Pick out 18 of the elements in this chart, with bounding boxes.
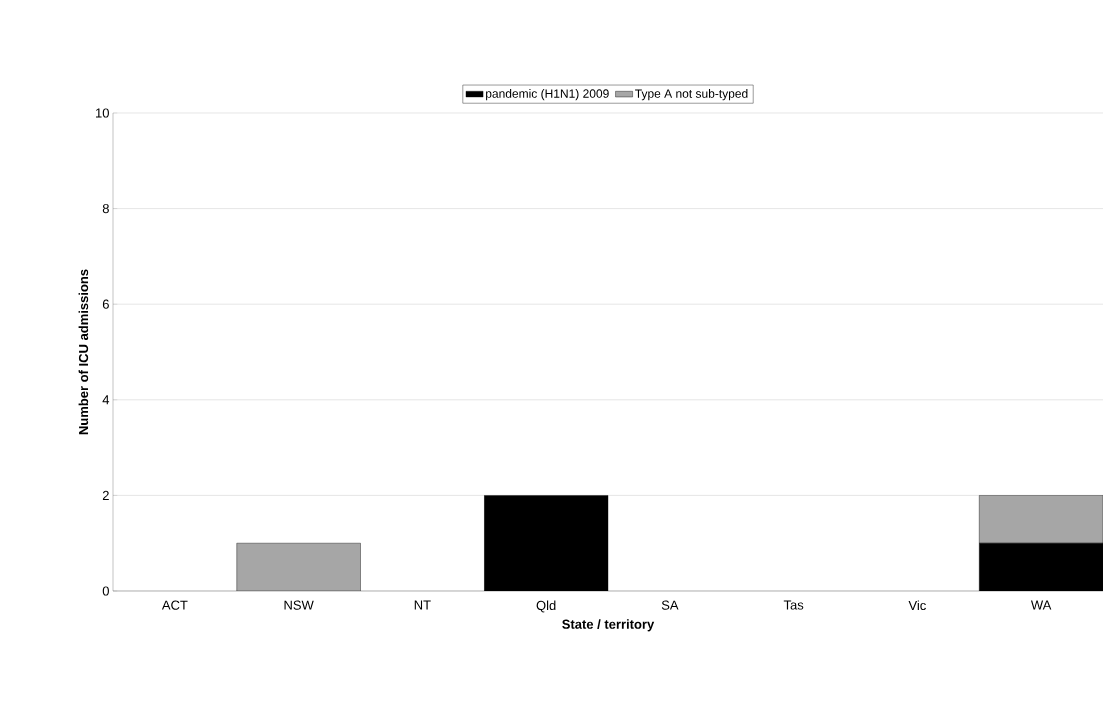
x-tick-label: ACT xyxy=(161,600,188,610)
y-tick-label: 0 xyxy=(102,586,109,596)
legend-label: Type A not sub-typed xyxy=(635,89,748,101)
y-tick-label: 6 xyxy=(102,299,109,309)
y-axis-title: Number of ICU admissions xyxy=(78,269,89,435)
y-tick-label: 10 xyxy=(96,108,109,118)
y-tick-label: 4 xyxy=(102,395,110,405)
x-tick-label: Qld xyxy=(536,600,556,613)
x-tick-label: Vic xyxy=(908,600,926,611)
x-tick-label: NT xyxy=(414,600,431,610)
x-axis-title: State / territory xyxy=(562,619,655,632)
x-tick-label: Tas xyxy=(783,600,804,610)
x-tick-label: NSW xyxy=(284,600,314,610)
legend-label: pandemic (H1N1) 2009 xyxy=(486,89,609,101)
y-tick-label: 8 xyxy=(102,203,109,214)
x-tick-label: WA xyxy=(1030,600,1052,610)
y-tick-label: 2 xyxy=(102,490,109,500)
x-tick-label: SA xyxy=(661,600,679,610)
